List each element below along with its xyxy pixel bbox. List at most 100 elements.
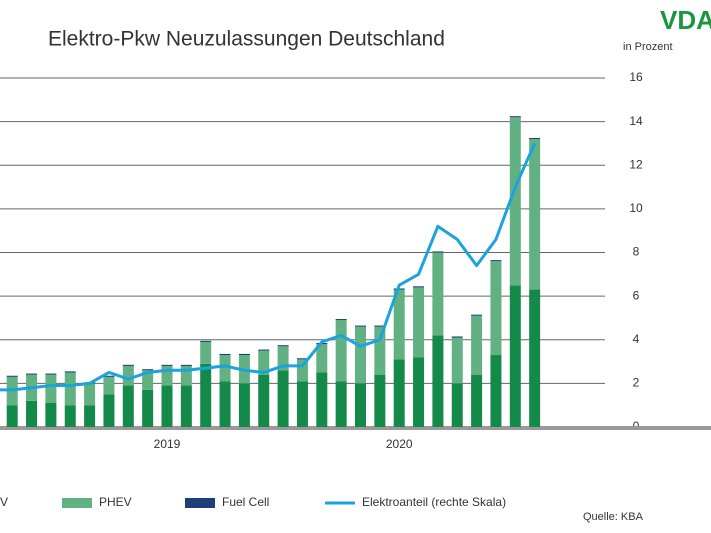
bar-segment xyxy=(122,385,134,427)
bar-segment xyxy=(103,394,115,427)
bar-segment xyxy=(355,383,366,427)
bar-segment xyxy=(142,370,154,390)
bar-segment xyxy=(529,139,541,290)
chart-title: Elektro-Pkw Neuzulassungen Deutschland xyxy=(48,28,445,51)
bar-segment xyxy=(355,325,366,327)
bar-segment xyxy=(103,376,115,395)
legend-label: PHEV xyxy=(99,495,132,509)
bar-segment xyxy=(6,375,18,377)
bar-segment xyxy=(45,373,57,375)
bar-segment xyxy=(471,314,483,316)
bar-segment xyxy=(238,383,250,427)
bar-segment xyxy=(180,365,192,386)
bar-segment xyxy=(451,383,463,427)
bar-segment xyxy=(64,405,76,427)
x-tick-label: 2020 xyxy=(386,437,413,451)
y2-axis-label: in Prozent xyxy=(623,41,673,53)
y2-tick-label: 8 xyxy=(633,245,640,259)
bar-segment xyxy=(335,319,347,321)
bar-segment xyxy=(6,405,18,427)
source: Quelle: KBA xyxy=(583,511,644,523)
bar-segment xyxy=(509,117,521,286)
bar-segment xyxy=(471,374,483,427)
bar-segment xyxy=(296,359,308,382)
bar-segment xyxy=(219,355,231,382)
line-series xyxy=(0,142,537,392)
bar-segment xyxy=(393,289,405,360)
y2-tick-label: 6 xyxy=(633,288,640,302)
bar-segment xyxy=(258,374,270,427)
bar-segment xyxy=(471,315,483,375)
bar-segment xyxy=(161,364,173,366)
bar-segment xyxy=(490,260,502,262)
bar-segment xyxy=(509,116,521,118)
bar-segment xyxy=(277,345,289,347)
bar-segment xyxy=(335,320,347,382)
bar-segment xyxy=(142,389,154,427)
bar-segment xyxy=(103,375,115,377)
bar-segment xyxy=(277,370,289,427)
legend-swatch xyxy=(185,498,215,508)
bar-segment xyxy=(219,381,231,427)
x-tick-label: 2019 xyxy=(154,437,181,451)
bar-segment xyxy=(84,405,96,427)
bar-segment xyxy=(180,364,192,366)
bar-segment xyxy=(413,286,425,288)
bar-segment xyxy=(413,357,425,427)
bar-segment xyxy=(432,251,444,253)
y2-tick-label: 2 xyxy=(633,376,640,390)
bar-segment xyxy=(200,340,212,342)
bar-segment xyxy=(374,325,386,327)
legend-label: V xyxy=(0,495,8,509)
bar-segment xyxy=(413,287,425,358)
bar-segment xyxy=(180,385,192,427)
bar-segment xyxy=(374,374,386,427)
bar-segment xyxy=(26,373,38,375)
y2-tick-label: 16 xyxy=(629,70,643,84)
bar-segment xyxy=(200,341,212,364)
bar-segment xyxy=(64,371,76,373)
logo: VDA xyxy=(660,5,711,35)
bar-segment xyxy=(122,364,134,366)
bar-segment xyxy=(238,353,250,356)
bar-segment xyxy=(219,353,231,356)
bar-segment xyxy=(316,344,328,373)
bar-segment xyxy=(296,358,308,360)
bar-segment xyxy=(316,372,328,427)
y2-tick-label: 10 xyxy=(629,201,643,215)
bar-segment xyxy=(451,336,463,338)
bar-segment xyxy=(200,363,212,427)
bar-segment xyxy=(45,374,57,404)
bar-segment xyxy=(142,369,154,371)
bar-segment xyxy=(26,400,38,427)
bar-segment xyxy=(258,350,270,375)
bar-segment xyxy=(277,346,289,371)
bar-segment xyxy=(258,349,270,351)
legend-label: Elektroanteil (rechte Skala) xyxy=(362,495,506,509)
legend-label: Fuel Cell xyxy=(222,495,269,509)
bar-segment xyxy=(490,261,502,356)
bar-segment xyxy=(122,365,134,386)
bar-segment xyxy=(451,337,463,384)
bar-segment xyxy=(432,335,444,427)
bar-segment xyxy=(84,383,96,406)
bar-segment xyxy=(529,289,541,427)
bar-segment xyxy=(45,403,57,427)
y2-tick-label: 4 xyxy=(633,332,640,346)
bar-segment xyxy=(355,326,366,384)
legend-swatch xyxy=(62,498,92,508)
bar-segment xyxy=(529,137,541,140)
bar-segment xyxy=(393,359,405,427)
bar-segment xyxy=(335,381,347,427)
bar-segment xyxy=(296,381,308,427)
bar-segment xyxy=(490,355,502,427)
y2-tick-label: 14 xyxy=(629,114,643,128)
y2-tick-label: 12 xyxy=(629,157,643,171)
bar-segment xyxy=(432,252,444,336)
bar-segment xyxy=(509,285,521,427)
bar-segment xyxy=(64,372,76,406)
bar-segment xyxy=(161,385,173,427)
bar-segment xyxy=(374,326,386,375)
bar-segment xyxy=(161,365,173,386)
